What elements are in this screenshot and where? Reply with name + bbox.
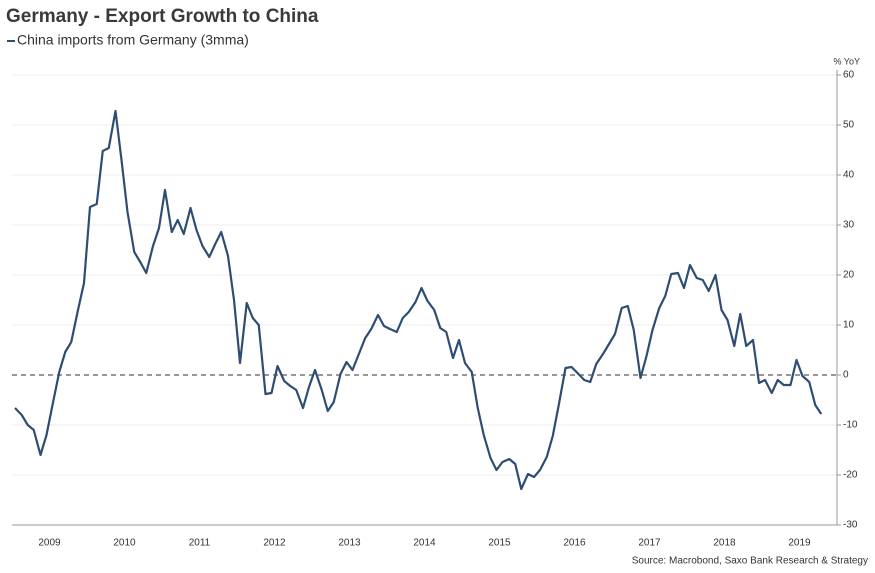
x-tick-label: 2017 [638,538,661,549]
x-tick-label: 2014 [413,538,436,549]
legend-label: China imports from Germany (3mma) [17,32,249,48]
y-tick-label: -10 [843,420,858,431]
x-tick-label: 2010 [113,538,136,549]
y-tick-label: 10 [843,320,855,331]
x-tick-label: 2019 [788,538,811,549]
source: Source: Macrobond, Saxo Bank Research & … [632,556,868,567]
y-tick-label: 20 [843,270,855,281]
y-tick-label: -20 [843,470,858,481]
y-axis-label: % YoY [833,56,860,66]
chart-title: Germany - Export Growth to China [6,6,319,27]
x-tick-label: 2009 [38,538,61,549]
x-tick-label: 2016 [563,538,586,549]
x-tick-label: 2018 [713,538,736,549]
y-tick-label: 60 [843,70,855,81]
y-tick-label: 50 [843,120,855,131]
y-tick-label: 30 [843,220,855,231]
line-series [14,109,823,491]
x-tick-label: 2011 [189,538,211,549]
x-tick-label: 2015 [488,538,511,549]
y-tick-label: -30 [843,520,858,531]
y-tick-label: 0 [843,370,849,381]
y-tick-label: 40 [843,170,855,181]
x-tick-label: 2012 [263,538,286,549]
x-tick-label: 2013 [338,538,361,549]
